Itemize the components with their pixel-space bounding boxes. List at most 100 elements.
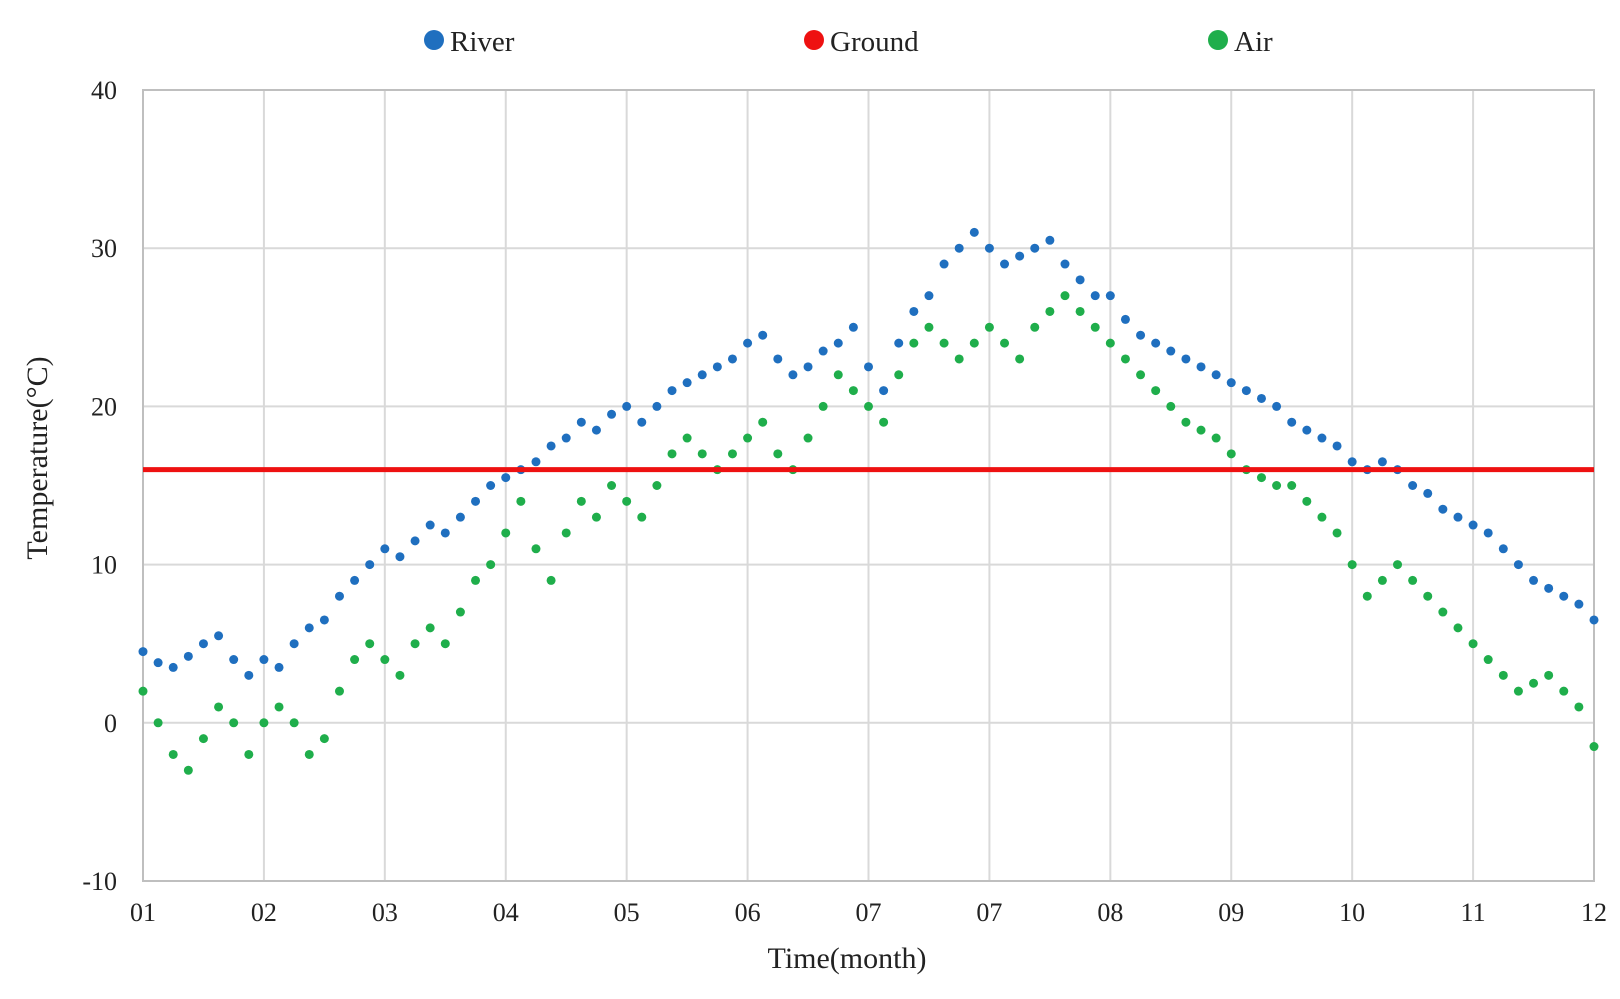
data-point-air (425, 623, 435, 633)
data-point-air (984, 322, 994, 332)
data-point-river (365, 560, 375, 570)
x-tick-label: 05 (614, 898, 640, 927)
data-point-river (1574, 599, 1584, 609)
data-point-air (743, 433, 753, 443)
data-point-river (803, 362, 813, 372)
data-point-river (924, 291, 934, 301)
data-point-river (1166, 346, 1176, 356)
data-point-river (1241, 386, 1251, 396)
data-point-river (244, 670, 254, 680)
series-air-points (138, 291, 1599, 775)
data-point-river (954, 243, 964, 253)
legend-label-air: Air (1234, 26, 1273, 58)
data-point-river (153, 658, 163, 668)
legend-item-ground[interactable]: Ground (804, 26, 919, 58)
data-point-river (939, 259, 949, 269)
data-point-river (1498, 544, 1508, 554)
data-point-river (909, 306, 919, 316)
data-point-river (380, 544, 390, 554)
data-point-river (1287, 417, 1297, 427)
data-point-air (697, 449, 707, 459)
data-point-air (803, 433, 813, 443)
data-point-river (652, 401, 662, 411)
x-tick-label: 10 (1339, 898, 1365, 927)
data-point-air (561, 528, 571, 538)
data-point-river (1302, 425, 1312, 435)
data-point-river (758, 330, 768, 340)
data-point-air (1453, 623, 1463, 633)
data-point-air (486, 560, 496, 570)
data-point-air (1513, 686, 1523, 696)
data-point-river (1529, 575, 1539, 585)
data-point-air (1030, 322, 1040, 332)
data-point-river (1272, 401, 1282, 411)
legend-item-air[interactable]: Air (1208, 26, 1273, 58)
data-point-river (138, 647, 148, 657)
data-point-air (864, 401, 873, 411)
data-point-river (1423, 488, 1433, 498)
y-tick-label: 0 (104, 709, 117, 738)
legend-marker-ground (804, 30, 824, 50)
data-point-air (773, 449, 783, 459)
data-point-river (1226, 378, 1236, 388)
data-point-river (697, 370, 707, 380)
data-point-air (138, 686, 148, 696)
data-point-air (667, 449, 677, 459)
data-point-air (1302, 496, 1312, 506)
data-point-air (380, 655, 390, 665)
data-point-air (1196, 425, 1206, 435)
data-point-river (1347, 457, 1357, 467)
data-point-air (1589, 742, 1599, 752)
data-point-river (531, 457, 541, 467)
data-point-air (1272, 481, 1282, 490)
data-point-river (667, 386, 677, 396)
data-point-river (1438, 504, 1448, 514)
data-point-river (1377, 457, 1387, 467)
data-point-river (727, 354, 737, 364)
data-point-air (637, 512, 647, 522)
legend-item-river[interactable]: River (424, 26, 515, 58)
y-tick-label: 40 (91, 76, 117, 105)
data-point-river (1513, 560, 1523, 570)
data-point-air (259, 718, 269, 728)
data-point-air (1000, 338, 1010, 348)
data-point-air (1136, 370, 1146, 380)
data-point-air (1438, 607, 1448, 617)
data-point-river (229, 655, 239, 665)
x-tick-label: 03 (372, 898, 398, 927)
data-point-river (1105, 291, 1115, 301)
legend-marker-river (424, 30, 444, 50)
data-point-air (168, 749, 178, 759)
data-point-river (1408, 481, 1418, 490)
data-point-air (289, 718, 299, 728)
data-point-air (1105, 338, 1115, 348)
x-tick-label: 07 (856, 898, 882, 927)
data-point-air (440, 639, 450, 649)
data-point-air (622, 496, 632, 506)
data-point-river (455, 512, 465, 522)
data-point-air (833, 370, 843, 380)
data-point-river (546, 441, 556, 451)
data-point-river (334, 591, 344, 601)
y-tick-label: 20 (91, 392, 117, 421)
data-point-air (1423, 591, 1433, 601)
x-tick-label: 06 (735, 898, 761, 927)
data-point-air (924, 322, 934, 332)
data-point-river (425, 520, 435, 530)
data-point-air (1393, 560, 1403, 570)
data-point-river (1332, 441, 1342, 451)
data-point-river (1196, 362, 1206, 372)
x-tick-label: 01 (130, 898, 156, 927)
data-point-river (350, 575, 360, 585)
data-point-air (304, 749, 314, 759)
data-point-air (395, 670, 405, 680)
data-point-river (576, 417, 586, 427)
grid-lines (142, 89, 1595, 882)
data-point-air (546, 575, 556, 585)
data-point-air (516, 496, 526, 506)
data-point-river (198, 639, 208, 649)
data-point-air (501, 528, 511, 538)
data-point-river (289, 639, 299, 649)
data-point-air (183, 765, 193, 775)
